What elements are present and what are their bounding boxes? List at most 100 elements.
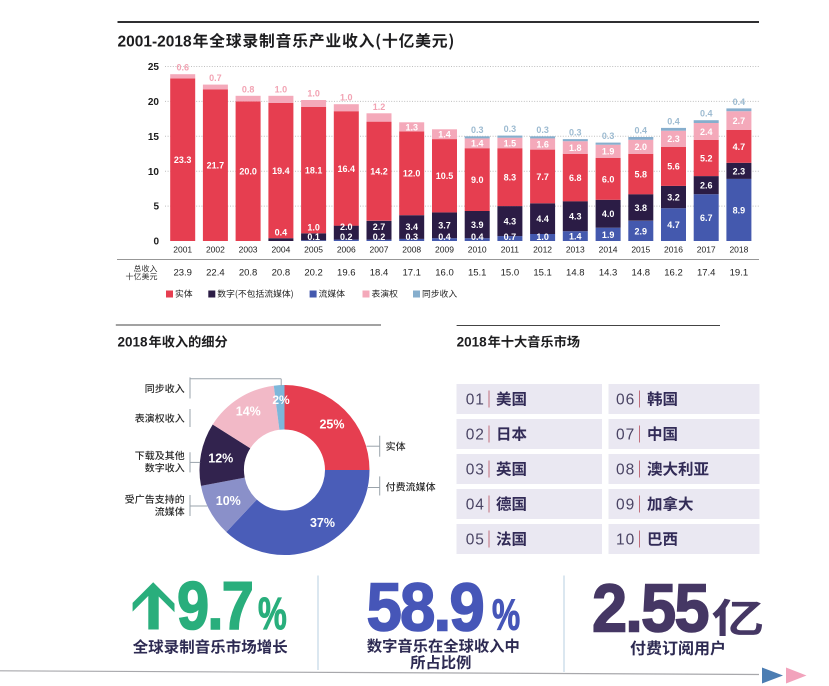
svg-text:1.0: 1.0 [536,232,549,242]
svg-text:17.1: 17.1 [402,268,421,279]
svg-text:4.4: 4.4 [536,214,549,224]
svg-text:0.4: 0.4 [438,232,451,242]
svg-text:19.6: 19.6 [337,268,356,279]
svg-text:2007: 2007 [370,245,389,255]
svg-text:17.4: 17.4 [697,268,716,279]
svg-text:0.3: 0.3 [536,125,549,135]
svg-text:2009: 2009 [435,245,454,255]
svg-text:6.8: 6.8 [569,173,582,183]
svg-text:12.0: 12.0 [403,169,421,179]
svg-text:2001: 2001 [173,245,192,255]
svg-text:3.4: 3.4 [405,222,418,232]
svg-text:2013: 2013 [566,245,585,255]
svg-text:2014: 2014 [599,245,618,255]
svg-text:03: 03 [466,461,485,478]
svg-text:23.9: 23.9 [173,268,192,279]
svg-text:10: 10 [148,167,160,178]
svg-text:2018: 2018 [457,335,488,350]
svg-text:2.4: 2.4 [700,127,713,137]
svg-text:15.1: 15.1 [533,268,552,279]
svg-text:2016: 2016 [664,245,683,255]
svg-text:15: 15 [148,132,160,143]
svg-text:0.4: 0.4 [471,232,484,242]
svg-text:2.55: 2.55 [592,570,708,646]
svg-text:18.4: 18.4 [370,268,389,279]
svg-text:0.3: 0.3 [471,125,484,135]
svg-text:2010: 2010 [468,245,487,255]
svg-text:1.9: 1.9 [602,230,615,240]
svg-text:2001-2018: 2001-2018 [118,34,193,51]
svg-text:2.9: 2.9 [635,226,648,236]
svg-text:1.0: 1.0 [307,223,320,233]
svg-text:14.8: 14.8 [566,268,585,279]
svg-text:0.3: 0.3 [405,232,418,242]
svg-text:14.8: 14.8 [632,268,651,279]
svg-text:16.4: 16.4 [338,164,356,174]
svg-text:12%: 12% [208,452,233,466]
svg-text:20.2: 20.2 [304,268,323,279]
svg-text:15.1: 15.1 [468,268,487,279]
svg-text:14%: 14% [236,405,261,419]
svg-text:5: 5 [153,202,159,213]
svg-text:4.3: 4.3 [569,212,582,222]
svg-text:10.5: 10.5 [436,171,454,181]
svg-text:5.8: 5.8 [635,169,648,179]
svg-text:1.8: 1.8 [569,143,582,153]
svg-text:18.1: 18.1 [305,166,323,176]
svg-text:04: 04 [466,496,485,513]
svg-text:6.7: 6.7 [700,213,713,223]
svg-text:8.9: 8.9 [733,205,746,215]
svg-text:58.9: 58.9 [367,569,484,645]
svg-text:20.8: 20.8 [239,268,258,279]
svg-text:1.5: 1.5 [504,138,517,148]
svg-text:14.3: 14.3 [599,268,618,279]
svg-text:2.3: 2.3 [667,134,680,144]
svg-text:08: 08 [616,461,635,478]
svg-text:0.6: 0.6 [176,63,189,73]
svg-text:0.4: 0.4 [700,109,713,119]
svg-text:23.3: 23.3 [174,155,192,165]
svg-text:2017: 2017 [697,245,716,255]
svg-text:2006: 2006 [337,245,356,255]
svg-text:0.2: 0.2 [373,232,386,242]
svg-text:7.7: 7.7 [536,172,549,182]
svg-text:2002: 2002 [206,245,225,255]
svg-text:1.0: 1.0 [307,89,320,99]
svg-text:0.8: 0.8 [242,84,255,94]
svg-text:0.7: 0.7 [209,73,222,83]
svg-text:10%: 10% [216,494,241,508]
svg-text:06: 06 [616,391,635,408]
svg-text:25: 25 [148,62,160,73]
svg-text:2.3: 2.3 [733,166,746,176]
svg-text:0.4: 0.4 [275,228,288,238]
svg-text:2.7: 2.7 [373,222,386,232]
svg-text:10: 10 [616,531,635,548]
svg-text:3.8: 3.8 [635,203,648,213]
svg-text:2018: 2018 [118,335,149,350]
svg-text:0.3: 0.3 [569,128,582,138]
svg-text:9.7: 9.7 [177,569,252,644]
svg-text:2011: 2011 [501,245,520,255]
svg-text:2004: 2004 [271,245,290,255]
svg-text:9.0: 9.0 [471,175,484,185]
svg-text:0.3: 0.3 [602,131,615,141]
svg-text:16.2: 16.2 [664,268,683,279]
svg-text:02: 02 [466,426,485,443]
svg-text:21.7: 21.7 [207,161,225,171]
svg-text:2018: 2018 [729,245,748,255]
svg-text:4.7: 4.7 [667,220,680,230]
svg-text:0.3: 0.3 [504,124,517,134]
svg-text:25%: 25% [319,418,344,432]
svg-text:2015: 2015 [631,245,650,255]
svg-text:20.0: 20.0 [239,167,257,177]
svg-text:09: 09 [616,496,635,513]
svg-text:1.0: 1.0 [340,93,353,103]
svg-text:22.4: 22.4 [206,268,225,279]
svg-text:1.6: 1.6 [536,139,549,149]
svg-text:2005: 2005 [304,245,323,255]
svg-text:0: 0 [153,237,159,248]
svg-text:3.9: 3.9 [471,220,484,230]
svg-text:07: 07 [616,426,635,443]
svg-text:0.7: 0.7 [504,232,517,242]
svg-text:20.8: 20.8 [272,268,291,279]
